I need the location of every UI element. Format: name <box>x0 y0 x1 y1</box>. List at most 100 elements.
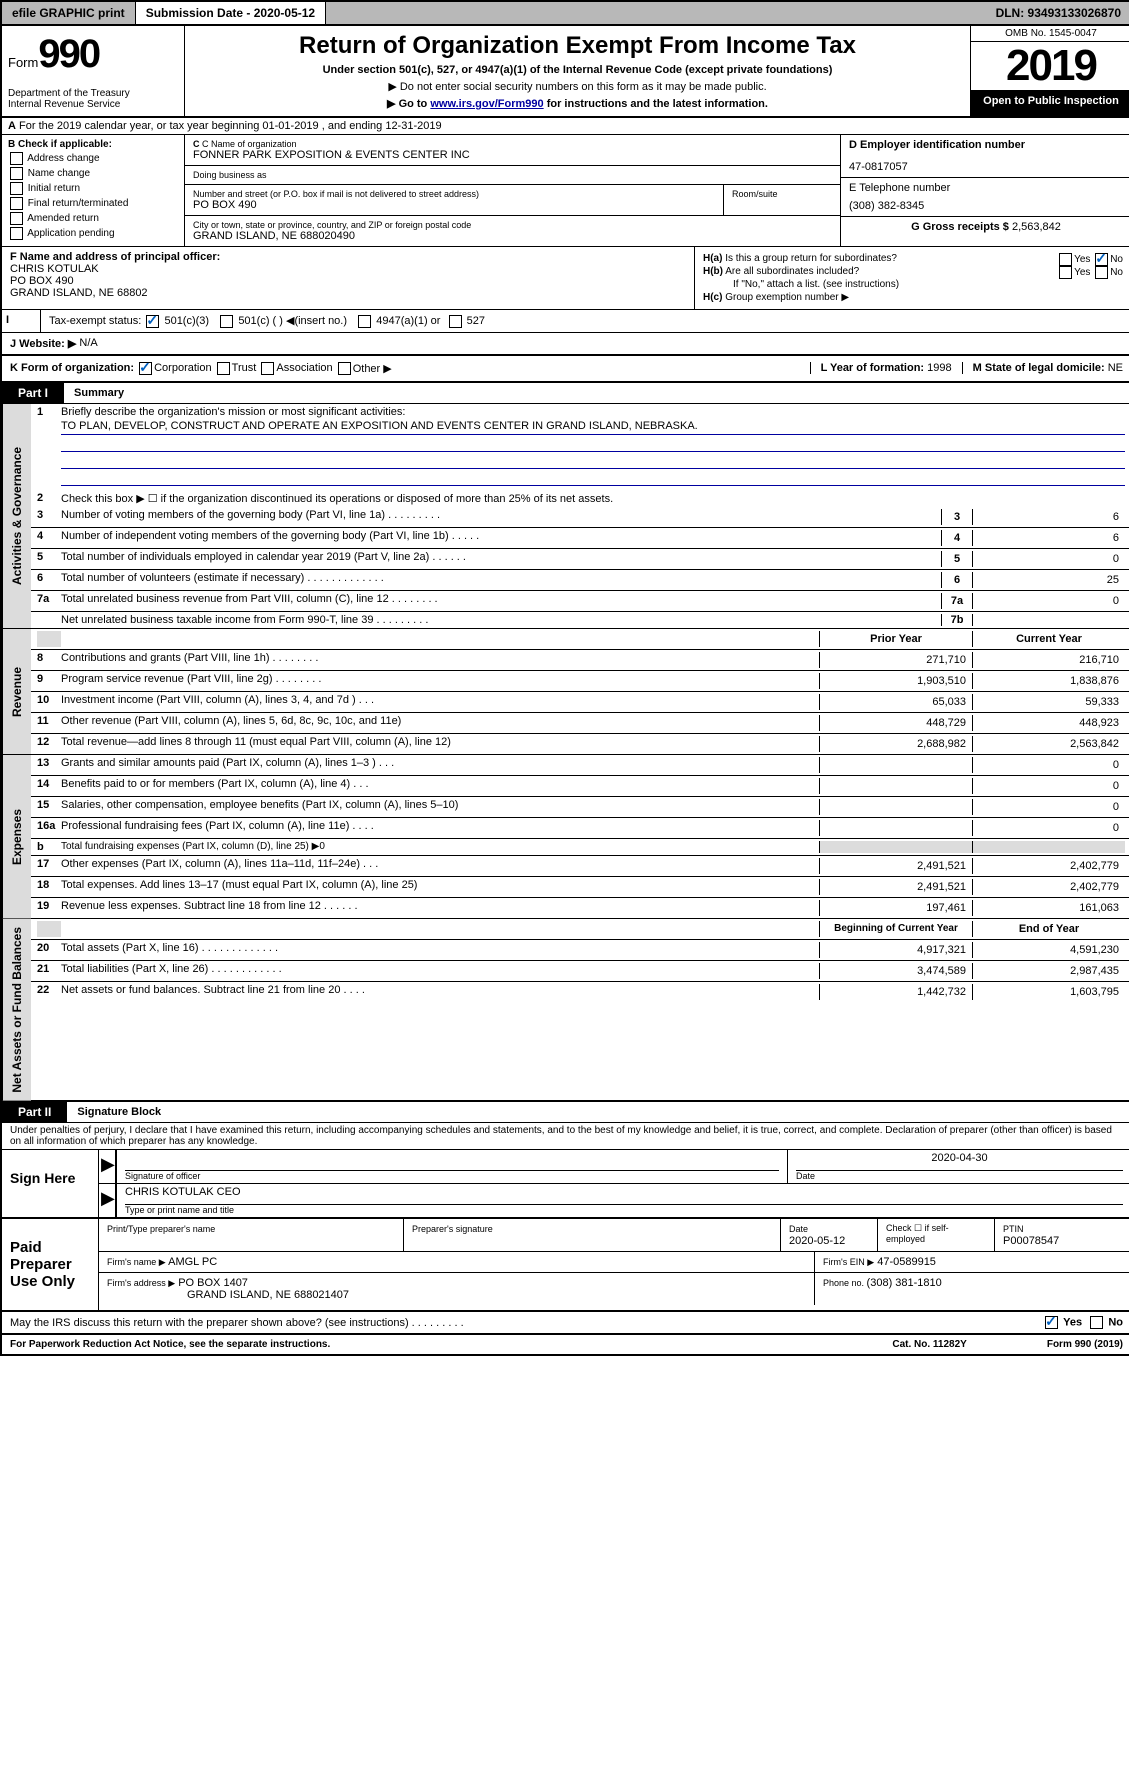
preparer-section: Paid Preparer Use Only Print/Type prepar… <box>2 1219 1129 1312</box>
firm-addr2: GRAND ISLAND, NE 688021407 <box>107 1289 806 1301</box>
officer-label: F Name and address of principal officer: <box>10 251 220 263</box>
cb-501c3[interactable] <box>146 315 159 328</box>
ein: 47-0817057 <box>849 161 1123 173</box>
officer-addr1: PO BOX 490 <box>10 275 686 287</box>
side-net: Net Assets or Fund Balances <box>2 919 31 1101</box>
cb-4947[interactable] <box>358 315 371 328</box>
cb-discuss-yes[interactable] <box>1045 1316 1058 1329</box>
submission-date: Submission Date - 2020-05-12 <box>136 2 326 24</box>
col-f: F Name and address of principal officer:… <box>2 247 695 309</box>
row-k: K Form of organization: Corporation Trus… <box>2 356 1129 383</box>
arrow-icon: ▶ <box>99 1184 117 1217</box>
gov-line: 4 Number of independent voting members o… <box>31 528 1129 549</box>
prep-phone: (308) 381-1810 <box>867 1277 942 1289</box>
arrow-icon: ▶ <box>99 1150 117 1183</box>
sub-date-label: Submission Date - <box>146 6 254 20</box>
part2-tab: Part II <box>2 1102 67 1122</box>
sign-section: Sign Here ▶ Signature of officer 2020-04… <box>2 1150 1129 1219</box>
year-box: OMB No. 1545-0047 2019 Open to Public In… <box>970 26 1129 116</box>
note2-link[interactable]: www.irs.gov/Form990 <box>430 98 543 110</box>
cb-other[interactable] <box>338 362 351 375</box>
tax-year: 2019 <box>971 42 1129 91</box>
footer-left: For Paperwork Reduction Act Notice, see … <box>10 1339 330 1350</box>
cb-pending[interactable]: Application pending <box>8 227 178 240</box>
signer-name: CHRIS KOTULAK CEO <box>125 1186 1123 1205</box>
street-label: Number and street (or P.O. box if mail i… <box>193 189 715 199</box>
part2-header: Part II Signature Block <box>2 1102 1129 1123</box>
revenue-section: Revenue Prior Year Current Year 8 Contri… <box>2 629 1129 755</box>
end-header: End of Year <box>972 921 1125 937</box>
exp-line: b Total fundraising expenses (Part IX, c… <box>31 839 1129 856</box>
omb: OMB No. 1545-0047 <box>971 26 1129 42</box>
cb-trust[interactable] <box>217 362 230 375</box>
rev-line: 8 Contributions and grants (Part VIII, l… <box>31 650 1129 671</box>
info-section: B Check if applicable: Address change Na… <box>2 135 1129 247</box>
cb-527[interactable] <box>449 315 462 328</box>
cb-initial[interactable]: Initial return <box>8 182 178 195</box>
officer-addr2: GRAND ISLAND, NE 68802 <box>10 287 686 299</box>
exp-line: 15 Salaries, other compensation, employe… <box>31 797 1129 818</box>
net-line: 20 Total assets (Part X, line 16) . . . … <box>31 940 1129 961</box>
open-public: Open to Public Inspection <box>971 91 1129 116</box>
gov-line: 5 Total number of individuals employed i… <box>31 549 1129 570</box>
department: Department of the Treasury Internal Reve… <box>8 88 178 110</box>
cb-501c[interactable] <box>220 315 233 328</box>
ha: H(a) Is this a group return for subordin… <box>703 253 1123 264</box>
city-cell: City or town, state or province, country… <box>185 216 840 246</box>
rev-line: 12 Total revenue—add lines 8 through 11 … <box>31 734 1129 754</box>
cb-discuss-no[interactable] <box>1090 1316 1103 1329</box>
rev-line: 10 Investment income (Part VIII, column … <box>31 692 1129 713</box>
cb-address[interactable]: Address change <box>8 152 178 165</box>
prep-h-sig: Preparer's signature <box>412 1224 493 1234</box>
top-bar: efile GRAPHIC print Submission Date - 20… <box>2 2 1129 26</box>
prior-header: Prior Year <box>819 631 972 647</box>
firm-addr: PO BOX 1407 <box>178 1277 248 1289</box>
sign-label: Sign Here <box>2 1150 99 1217</box>
exp-line: 14 Benefits paid to or for members (Part… <box>31 776 1129 797</box>
rev-line: 11 Other revenue (Part VIII, column (A),… <box>31 713 1129 734</box>
form-subtitle: Under section 501(c), 527, or 4947(a)(1)… <box>195 64 960 76</box>
row-a-text: For the 2019 calendar year, or tax year … <box>19 120 442 132</box>
firm-name-label: Firm's name ▶ <box>107 1257 166 1267</box>
city-label: City or town, state or province, country… <box>193 220 832 230</box>
side-gov: Activities & Governance <box>2 404 31 628</box>
cb-amended[interactable]: Amended return <box>8 212 178 225</box>
exp-line: 16a Professional fundraising fees (Part … <box>31 818 1129 839</box>
efile-button[interactable]: efile GRAPHIC print <box>2 2 136 24</box>
org-name: FONNER PARK EXPOSITION & EVENTS CENTER I… <box>193 149 832 161</box>
prep-h-name: Print/Type preparer's name <box>107 1224 215 1234</box>
firm-addr-label: Firm's address ▶ <box>107 1278 175 1288</box>
phone-label: E Telephone number <box>849 182 950 194</box>
cb-name[interactable]: Name change <box>8 167 178 180</box>
cb-assoc[interactable] <box>261 362 274 375</box>
cb-corp[interactable] <box>139 362 152 375</box>
note2-post: for instructions and the latest informat… <box>544 98 768 110</box>
street-row: Number and street (or P.O. box if mail i… <box>185 185 840 216</box>
firm-ein: 47-0589915 <box>877 1256 936 1268</box>
gov-line: 6 Total number of volunteers (estimate i… <box>31 570 1129 591</box>
net-line: 22 Net assets or fund balances. Subtract… <box>31 982 1129 1002</box>
form-container: efile GRAPHIC print Submission Date - 20… <box>0 0 1129 1356</box>
gov-line: 3 Number of voting members of the govern… <box>31 507 1129 528</box>
col-d: D Employer identification number 47-0817… <box>840 135 1129 246</box>
website-label: J Website: ▶ <box>10 337 76 350</box>
line2: 2 Check this box ▶ ☐ if the organization… <box>31 490 1129 507</box>
firm-name: AMGL PC <box>168 1256 217 1268</box>
exp-line: 13 Grants and similar amounts paid (Part… <box>31 755 1129 776</box>
current-header: Current Year <box>972 631 1125 647</box>
row-i: I <box>2 310 41 332</box>
dba-label: Doing business as <box>193 170 832 180</box>
street: PO BOX 490 <box>193 199 715 211</box>
cb-final[interactable]: Final return/terminated <box>8 197 178 210</box>
prep-check[interactable]: Check ☐ if self-employed <box>878 1219 995 1251</box>
ein-cell: D Employer identification number 47-0817… <box>841 135 1129 178</box>
tax-status-row: I Tax-exempt status: 501(c)(3) 501(c) ( … <box>2 310 1129 333</box>
part1-title: Summary <box>64 384 134 402</box>
col-h: H(a) Is this a group return for subordin… <box>695 247 1129 309</box>
sub-date-value: 2020-05-12 <box>254 6 315 20</box>
gross-label: G Gross receipts $ <box>911 221 1012 233</box>
col-b: B Check if applicable: Address change Na… <box>2 135 185 246</box>
hb-note: If "No," attach a list. (see instruction… <box>703 279 1123 290</box>
line2-text: Check this box ▶ ☐ if the organization d… <box>61 492 1125 505</box>
row-f: F Name and address of principal officer:… <box>2 247 1129 310</box>
